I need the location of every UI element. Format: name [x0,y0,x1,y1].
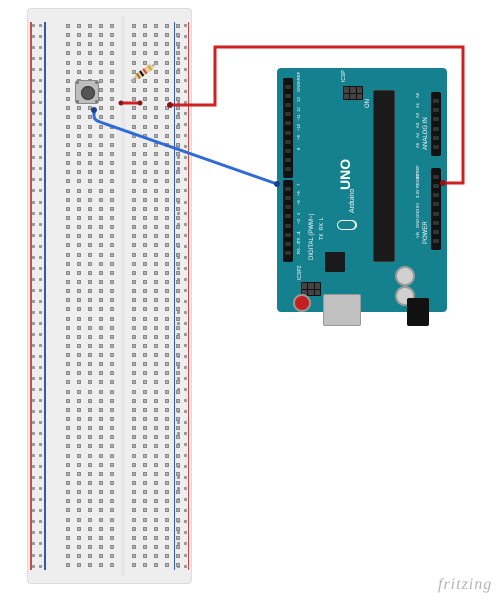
diagram-canvas: UNO Arduino DIGITAL (PWM~) POWER ANALOG … [0,0,501,600]
pin-d8: 8 [296,148,301,150]
breadboard-channel [121,16,125,576]
pin-d13: 13 [296,97,301,102]
pin-vin: Vin [415,232,420,238]
pin-a4: A4 [415,133,420,138]
pin-d0: RX←0 [296,242,301,254]
header-power [431,168,441,250]
pin-d6: ~6 [296,191,301,196]
pin-d9: ~9 [296,135,301,140]
arduino-logo-icon [337,220,357,230]
pin-reset: RESET [415,174,420,188]
pin-d5: ~5 [296,200,301,205]
pushbutton [75,80,99,104]
pin-d7: 7 [296,184,301,186]
pin-d10: ~10 [296,124,301,131]
pin-aref: AREF [296,72,301,83]
resistor-band-4 [147,65,152,71]
pin-gnd3: GND [415,219,420,228]
pin-a0: A0 [415,93,420,98]
pin-3v3: 3.3V [415,189,420,198]
power-label: POWER [423,221,429,244]
header-digital-lower [283,180,293,262]
analog-in-label: ANALOG IN [423,117,429,150]
tx-label: TX [319,234,325,240]
l-label: L [319,217,325,220]
pin-a5: A5 [415,143,420,148]
reset-button [293,294,311,312]
capacitor-1 [395,266,415,286]
pin-a2: A2 [415,113,420,118]
icsp-label: ICSP [341,70,347,82]
pin-5v: 5V [415,203,420,208]
usb-controller-chip [325,252,345,272]
rx-label: RX [319,223,325,230]
atmega-chip [373,90,395,262]
pin-gnd: GND [296,83,301,92]
pin-d3: ~3 [296,219,301,224]
breadboard [27,8,192,584]
pin-d12: 12 [296,107,301,112]
pin-gnd2: GND [415,209,420,218]
board-brand-label: Arduino [349,189,356,213]
on-led-label: ON [365,99,371,108]
board-model-label: UNO [337,159,353,190]
usb-port [323,294,361,326]
pushbutton-cap [81,86,95,100]
arduino-uno: UNO Arduino DIGITAL (PWM~) POWER ANALOG … [277,68,447,312]
header-analog [431,92,441,156]
header-icsp [343,86,363,100]
pin-d11: ~11 [296,114,301,121]
digital-pwm-label: DIGITAL (PWM~) [309,214,315,261]
icsp2-label: ICSP2 [297,266,303,280]
barrel-jack [407,298,429,326]
pin-a3: A3 [415,123,420,128]
pin-d4: 4 [296,213,301,215]
pin-a1: A1 [415,103,420,108]
header-digital-upper [283,78,293,178]
fritzing-watermark: fritzing [438,576,492,594]
